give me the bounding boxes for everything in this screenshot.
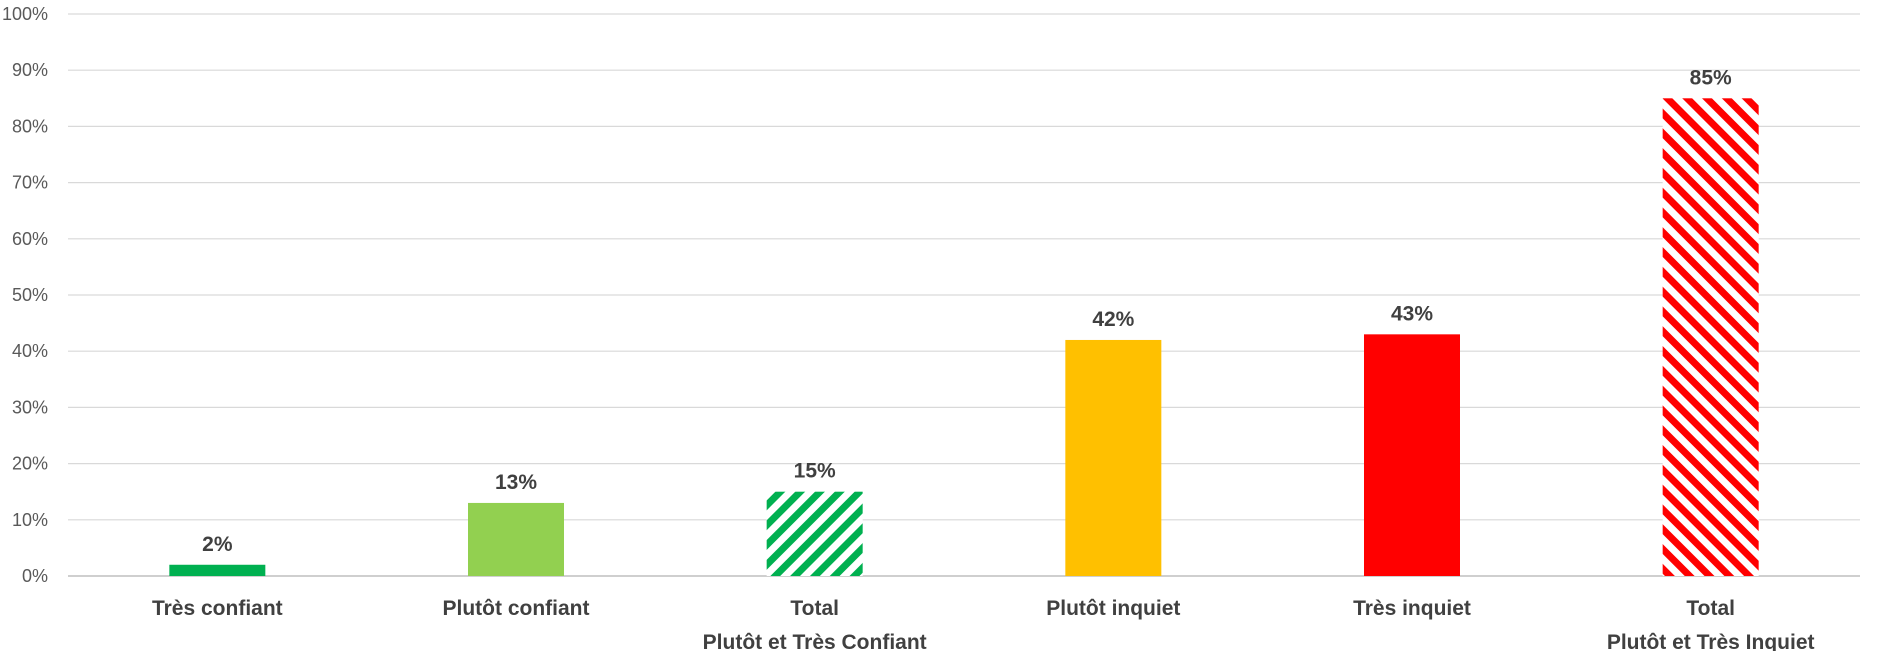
category-label: Total — [790, 597, 839, 620]
bar — [1662, 98, 1759, 577]
data-label: 15% — [794, 460, 836, 483]
data-label: 85% — [1690, 66, 1732, 89]
bar — [1065, 339, 1162, 576]
data-label: 13% — [495, 471, 537, 494]
y-tick-label: 50% — [12, 285, 48, 305]
data-label: 43% — [1391, 302, 1433, 325]
bar — [766, 491, 863, 576]
bar — [468, 502, 564, 576]
y-tick-label: 10% — [12, 510, 48, 530]
y-tick-label: 60% — [12, 229, 48, 249]
category-label: Plutôt inquiet — [1046, 597, 1180, 620]
data-label: 2% — [202, 533, 233, 556]
y-tick-label: 90% — [12, 60, 48, 80]
category-label: Total — [1686, 597, 1735, 620]
gridlines — [68, 13, 1860, 577]
bars — [169, 98, 1759, 577]
category-label: Très inquiet — [1353, 597, 1471, 620]
y-tick-label: 0% — [22, 566, 48, 586]
category-label: Plutôt et Très Confiant — [703, 631, 927, 651]
y-tick-label: 30% — [12, 397, 48, 417]
y-tick-label: 70% — [12, 173, 48, 193]
y-tick-label: 40% — [12, 341, 48, 361]
category-label: Plutôt confiant — [443, 597, 590, 620]
x-axis-categories: Très confiant Plutôt confiant Total Plutôt … — [152, 597, 1815, 651]
y-tick-label: 80% — [12, 116, 48, 136]
data-labels: 2% 13% 15% 42% 43% 85% — [202, 66, 1732, 555]
category-label: Très confiant — [152, 597, 283, 620]
category-label: Plutôt et Très Inquiet — [1607, 631, 1815, 651]
y-axis-ticks: 0% 10% 20% 30% 40% 50% 60% 70% 80% 90% 100% — [2, 4, 48, 586]
y-tick-label: 20% — [12, 454, 48, 474]
bar — [1364, 334, 1460, 576]
bar — [169, 564, 266, 576]
y-tick-label: 100% — [2, 4, 48, 24]
data-label: 42% — [1092, 308, 1134, 331]
